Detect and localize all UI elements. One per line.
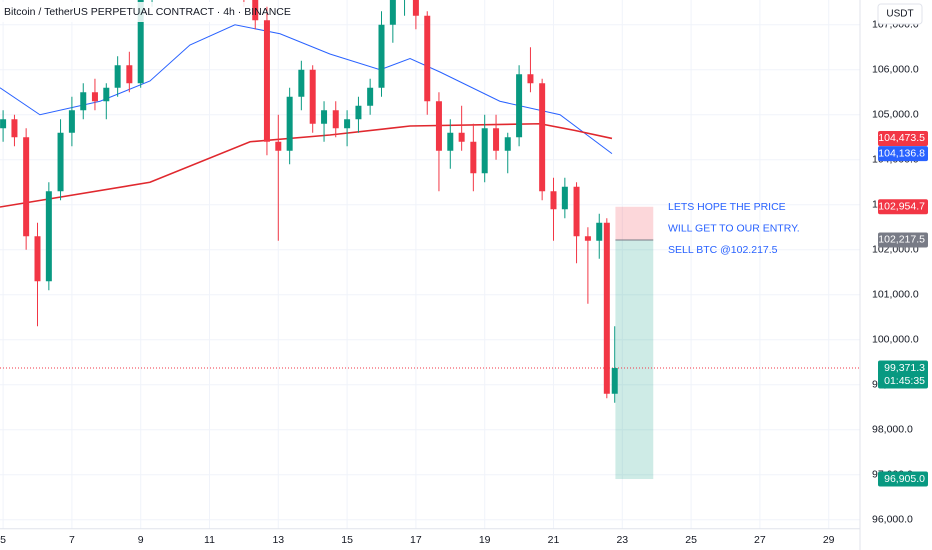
candle-body <box>573 186 580 237</box>
plot-area <box>0 0 860 480</box>
candle-body <box>45 191 52 282</box>
candle-body <box>355 105 362 120</box>
x-tick-label: 21 <box>548 534 560 546</box>
price-badge-label: 96,905.0 <box>884 473 925 485</box>
candle-body <box>378 24 385 88</box>
x-tick-label: 11 <box>204 534 215 546</box>
candle-body <box>493 128 500 151</box>
candle-body <box>481 128 488 174</box>
candle-body <box>561 186 568 210</box>
y-tick-label: 96,000.0 <box>872 514 913 526</box>
candle-body <box>424 15 431 102</box>
candle-body <box>309 69 316 124</box>
price-badge-label: 104,473.5 <box>878 132 925 144</box>
price-badge <box>878 130 928 146</box>
title-bg <box>0 2 252 22</box>
price-badge-label: 102,954.7 <box>878 201 925 213</box>
candle-body <box>23 137 30 237</box>
candle-body <box>57 132 64 192</box>
x-tick-label: 27 <box>754 534 766 546</box>
candle-body <box>447 132 454 151</box>
candle-body <box>298 69 305 97</box>
candle-body <box>550 191 557 210</box>
x-tick-label: 7 <box>69 534 75 546</box>
candle-body <box>611 368 618 394</box>
chart-title: Bitcoin / TetherUS PERPETUAL CONTRACT · … <box>4 6 291 18</box>
x-tick-label: 25 <box>685 534 697 546</box>
candle-body <box>34 236 41 282</box>
candle-body <box>435 101 442 151</box>
y-tick-label: 101,000.0 <box>872 289 919 301</box>
stop-zone <box>615 206 654 240</box>
countdown: 01:45:35 <box>884 375 925 387</box>
candle-body <box>80 92 87 111</box>
candle-body <box>596 222 603 241</box>
candle-body <box>412 0 419 16</box>
annotation: WILL GET TO OUR ENTRY. <box>668 222 800 234</box>
candle-body <box>286 96 293 151</box>
candle-body <box>332 110 339 129</box>
price-badge-label: 99,371.3 <box>884 362 925 374</box>
x-tick-label: 15 <box>341 534 353 546</box>
currency-label[interactable]: USDT <box>886 9 913 20</box>
candle-body <box>603 222 610 394</box>
x-tick-label: 9 <box>138 534 144 546</box>
x-tick-label: 29 <box>823 534 835 546</box>
candle-body <box>527 74 534 84</box>
candle-body <box>539 83 546 192</box>
candle-body <box>458 132 465 142</box>
y-tick-label: 106,000.0 <box>872 64 919 76</box>
y-tick-label: 105,000.0 <box>872 109 919 121</box>
candle-body <box>114 65 121 88</box>
candle-body <box>0 119 7 129</box>
price-badge <box>878 471 928 487</box>
y-tick-label: 98,000.0 <box>872 424 913 436</box>
price-badge <box>878 146 928 162</box>
price-badge <box>878 360 928 389</box>
annotation: SELL BTC @102.217.5 <box>668 244 778 256</box>
price-badge <box>878 199 928 215</box>
price-badge-label: 104,136.8 <box>878 147 925 159</box>
candle-body <box>321 110 328 124</box>
x-tick-label: 23 <box>616 534 628 546</box>
candle-body <box>504 137 511 151</box>
candle-body <box>516 74 523 138</box>
candle-body <box>11 119 18 138</box>
candle-body <box>137 0 144 84</box>
candle-body <box>470 141 477 174</box>
candle-body <box>252 0 259 21</box>
candle-body <box>103 87 110 102</box>
candle-body <box>91 92 98 102</box>
x-tick-label: 17 <box>410 534 422 546</box>
x-tick-label: 19 <box>479 534 491 546</box>
candle-body <box>126 65 133 84</box>
x-tick-label: 13 <box>272 534 284 546</box>
target-zone <box>615 239 654 480</box>
currency-button[interactable] <box>877 3 923 25</box>
candle-body <box>263 20 270 142</box>
candle-body <box>367 87 374 106</box>
y-tick-label: 100,000.0 <box>872 334 919 346</box>
candle-body <box>389 0 396 25</box>
annotation: LETS HOPE THE PRICE <box>668 201 786 213</box>
candle-body <box>275 141 282 151</box>
price-badge <box>878 232 928 248</box>
x-tick-label: 5 <box>0 534 6 546</box>
price-badge-label: 102,217.5 <box>878 234 925 246</box>
candle-body <box>584 236 591 241</box>
candle-body <box>68 110 75 133</box>
candle-body <box>344 119 351 129</box>
moving-average <box>0 122 613 208</box>
